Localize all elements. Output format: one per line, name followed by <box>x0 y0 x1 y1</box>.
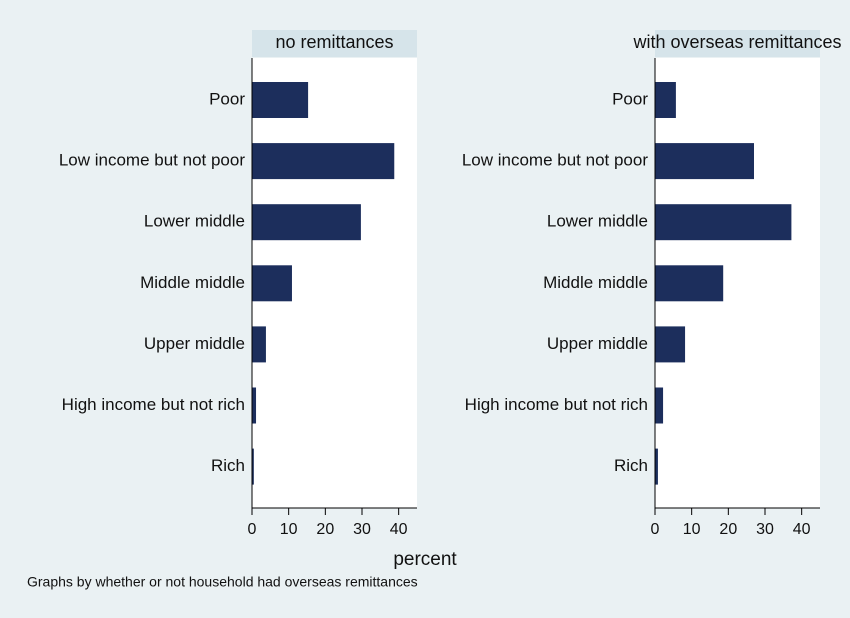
bar <box>655 143 754 180</box>
category-label: Upper middle <box>144 334 245 353</box>
bar <box>252 204 361 241</box>
category-label: High income but not rich <box>62 395 245 414</box>
category-label: Upper middle <box>547 334 648 353</box>
category-label: Middle middle <box>543 273 648 292</box>
category-label: Low income but not poor <box>462 151 649 170</box>
bar <box>655 265 724 302</box>
title-strip <box>655 30 820 57</box>
category-label: High income but not rich <box>465 395 648 414</box>
bar <box>252 387 257 424</box>
category-label: Lower middle <box>144 212 245 231</box>
x-tick-label: 20 <box>316 521 334 538</box>
bar <box>655 82 676 118</box>
panel-title: with overseas remittances <box>632 32 841 52</box>
bar <box>252 82 309 118</box>
x-tick-label: 40 <box>793 521 811 538</box>
category-label: Rich <box>614 456 648 475</box>
category-label: Middle middle <box>140 273 245 292</box>
category-label: Rich <box>211 456 245 475</box>
bar <box>252 326 266 363</box>
bar <box>655 387 664 424</box>
bar <box>252 143 395 180</box>
category-label: Poor <box>209 89 245 108</box>
note: Graphs by whether or not household had o… <box>27 574 418 590</box>
bar <box>252 265 292 302</box>
x-tick-label: 40 <box>390 521 408 538</box>
panel-title: no remittances <box>275 32 393 52</box>
category-label: Poor <box>612 89 648 108</box>
x-tick-label: 0 <box>651 521 660 538</box>
x-tick-label: 30 <box>756 521 774 538</box>
title-strip <box>252 30 417 57</box>
bar <box>252 448 254 485</box>
x-tick-label: 10 <box>280 521 298 538</box>
x-tick-label: 30 <box>353 521 371 538</box>
x-axis-label: percent <box>393 549 457 570</box>
category-label: Lower middle <box>547 212 648 231</box>
category-label: Low income but not poor <box>59 151 246 170</box>
x-tick-label: 10 <box>683 521 701 538</box>
x-tick-label: 0 <box>248 521 257 538</box>
bar <box>655 326 686 363</box>
bar <box>655 204 792 241</box>
bar <box>655 448 658 485</box>
x-tick-label: 20 <box>719 521 737 538</box>
